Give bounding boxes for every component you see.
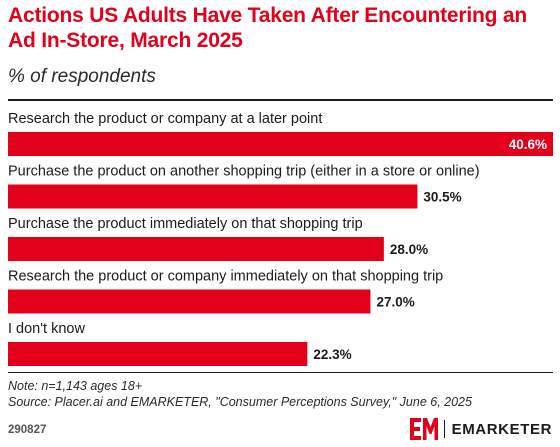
bar-value-label: 30.5% <box>423 190 461 205</box>
chart-title: Actions US Adults Have Taken After Encou… <box>8 4 527 52</box>
header-divider <box>8 99 553 101</box>
bar <box>8 342 308 366</box>
bar-category-label: Purchase the product on another shopping… <box>8 164 480 180</box>
bar-category-label: I don't know <box>8 321 85 337</box>
bar <box>8 237 384 261</box>
bar-value-label: 28.0% <box>390 242 428 257</box>
bar <box>8 184 418 209</box>
chart-source: Source: Placer.ai and EMARKETER, "Consum… <box>8 395 472 409</box>
emarketer-logo-icon <box>409 418 438 440</box>
brand-separator <box>443 420 445 438</box>
bar-value-label: 27.0% <box>376 295 414 310</box>
chart-subtitle: % of respondents <box>8 66 156 87</box>
chart-note: Note: n=1,143 ages 18+ <box>8 379 143 393</box>
chart-id: 290827 <box>8 424 47 436</box>
footer-divider <box>8 372 553 373</box>
bar-category-label: Purchase the product immediately on that… <box>8 216 363 232</box>
bar-category-label: Research the product or company immediat… <box>8 269 443 285</box>
brand-lockup: EMARKETER <box>409 418 552 440</box>
bar-category-label: Research the product or company at a lat… <box>8 111 322 127</box>
brand-name: EMARKETER <box>451 420 552 438</box>
bar <box>8 289 371 314</box>
bar-value-label: 22.3% <box>313 347 351 362</box>
bar <box>8 132 553 156</box>
bar-value-label: 40.6% <box>509 137 547 152</box>
